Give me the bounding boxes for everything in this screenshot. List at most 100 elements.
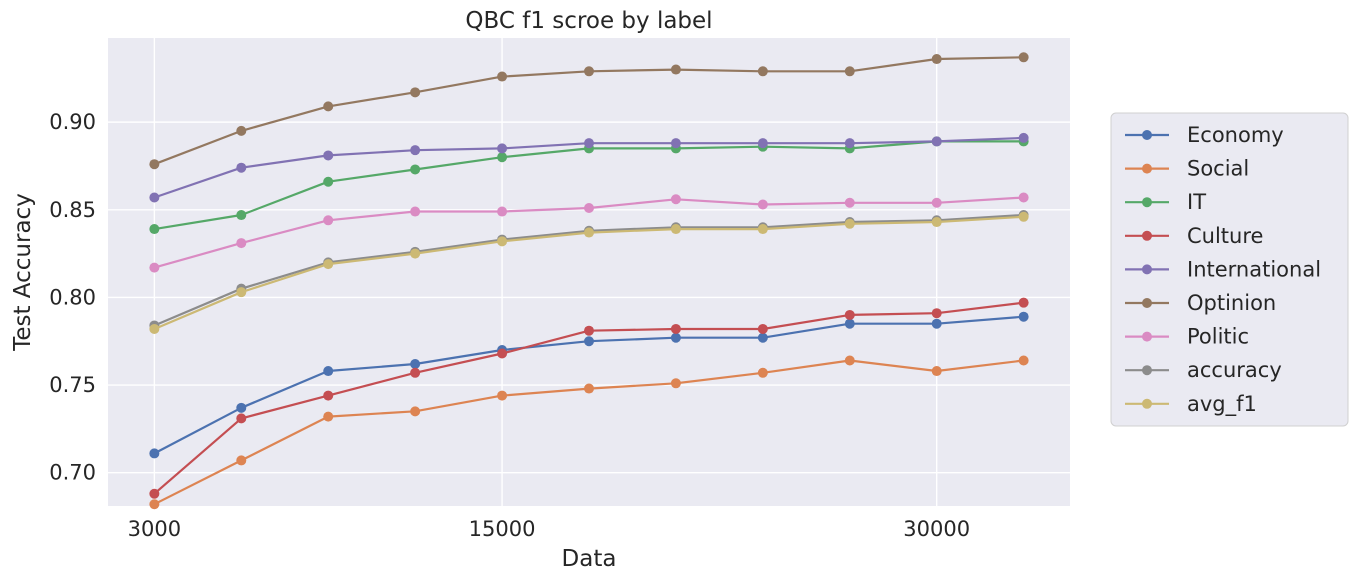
data-point xyxy=(844,218,855,229)
data-point xyxy=(1018,192,1029,203)
data-point xyxy=(1018,355,1029,366)
data-point xyxy=(1018,311,1029,322)
data-point xyxy=(149,499,160,510)
data-point xyxy=(236,455,247,466)
data-point xyxy=(410,406,421,417)
legend-label: accuracy xyxy=(1187,358,1282,382)
series-economy xyxy=(149,311,1029,459)
data-point xyxy=(670,64,681,75)
data-point xyxy=(149,323,160,334)
data-point xyxy=(670,332,681,343)
y-tick-label: 0.75 xyxy=(49,373,96,397)
legend-label: Social xyxy=(1187,157,1249,181)
series-politic xyxy=(149,192,1029,273)
legend-label: Optinion xyxy=(1187,291,1276,315)
data-point xyxy=(323,101,334,112)
data-point xyxy=(323,215,334,226)
data-point xyxy=(149,262,160,273)
plot-area xyxy=(108,38,1070,506)
data-point xyxy=(757,332,768,343)
legend-marker xyxy=(1142,130,1152,140)
legend-marker xyxy=(1142,163,1152,174)
data-point xyxy=(757,323,768,334)
legend-label: avg_f1 xyxy=(1187,392,1257,417)
legend-label: IT xyxy=(1187,190,1206,214)
legend-marker xyxy=(1142,197,1152,208)
data-point xyxy=(670,194,681,205)
data-point xyxy=(584,383,594,394)
data-point xyxy=(844,66,855,77)
legend-item: IT xyxy=(1125,190,1206,214)
legend-item: avg_f1 xyxy=(1125,392,1257,417)
data-point xyxy=(149,448,160,459)
data-point xyxy=(149,488,160,499)
data-point xyxy=(236,413,247,424)
legend-item: Culture xyxy=(1125,224,1263,248)
data-point xyxy=(844,355,855,366)
data-point xyxy=(236,210,247,221)
data-point xyxy=(670,323,681,334)
legend-marker xyxy=(1142,298,1152,308)
data-point xyxy=(584,336,594,347)
data-point xyxy=(844,309,855,320)
legend-item: Politic xyxy=(1125,325,1249,349)
data-point xyxy=(931,318,942,329)
data-point xyxy=(1018,132,1029,143)
data-point xyxy=(410,367,421,378)
data-point xyxy=(844,318,855,329)
data-point xyxy=(149,192,160,203)
y-tick-label: 0.70 xyxy=(49,461,96,485)
data-point xyxy=(670,378,681,389)
data-point xyxy=(844,138,855,149)
data-point xyxy=(670,138,681,149)
data-point xyxy=(236,162,247,173)
data-point xyxy=(757,199,768,210)
data-point xyxy=(931,366,942,377)
data-point xyxy=(497,236,508,247)
legend-item: Optinion xyxy=(1125,291,1276,315)
data-point xyxy=(497,348,508,359)
data-point xyxy=(323,176,334,187)
legend-item: accuracy xyxy=(1125,358,1282,382)
legend-item: Economy xyxy=(1125,123,1284,147)
series-layer xyxy=(149,52,1029,510)
series-international xyxy=(149,132,1029,203)
data-point xyxy=(584,227,594,238)
data-point xyxy=(236,125,247,136)
tick-labels: 0.70 0.75 0.80 0.85 0.90 3000 15000 30000 xyxy=(49,110,970,541)
legend-marker xyxy=(1142,331,1152,342)
data-point xyxy=(323,150,334,161)
legend-item: International xyxy=(1125,257,1321,281)
data-point xyxy=(1018,297,1029,308)
data-point xyxy=(149,224,160,235)
data-point xyxy=(410,145,421,156)
data-point xyxy=(757,224,768,235)
data-point xyxy=(1018,211,1029,222)
y-axis-label: Test Accuracy xyxy=(10,193,36,352)
legend-label: Economy xyxy=(1187,123,1284,147)
data-point xyxy=(497,143,508,154)
data-point xyxy=(757,367,768,378)
data-point xyxy=(236,238,247,249)
data-point xyxy=(323,366,334,377)
data-point xyxy=(757,138,768,149)
y-tick-label: 0.85 xyxy=(49,198,96,222)
data-point xyxy=(410,248,421,259)
x-tick-label: 3000 xyxy=(128,517,181,541)
series-culture xyxy=(149,297,1029,499)
legend-box xyxy=(1110,112,1349,427)
series-avg-f1 xyxy=(149,211,1029,334)
data-point xyxy=(236,402,247,413)
series-social xyxy=(149,355,1029,510)
data-point xyxy=(497,152,508,163)
legend-marker xyxy=(1142,365,1152,376)
data-point xyxy=(497,71,508,82)
data-point xyxy=(931,217,942,228)
data-point xyxy=(1018,52,1029,63)
legend-marker xyxy=(1142,264,1152,275)
data-point xyxy=(584,138,594,149)
chart-title: QBC f1 scroe by label xyxy=(465,8,712,34)
series-optinion xyxy=(149,52,1029,170)
legend-items: Economy Social IT Culture International Optin… xyxy=(1125,123,1321,417)
